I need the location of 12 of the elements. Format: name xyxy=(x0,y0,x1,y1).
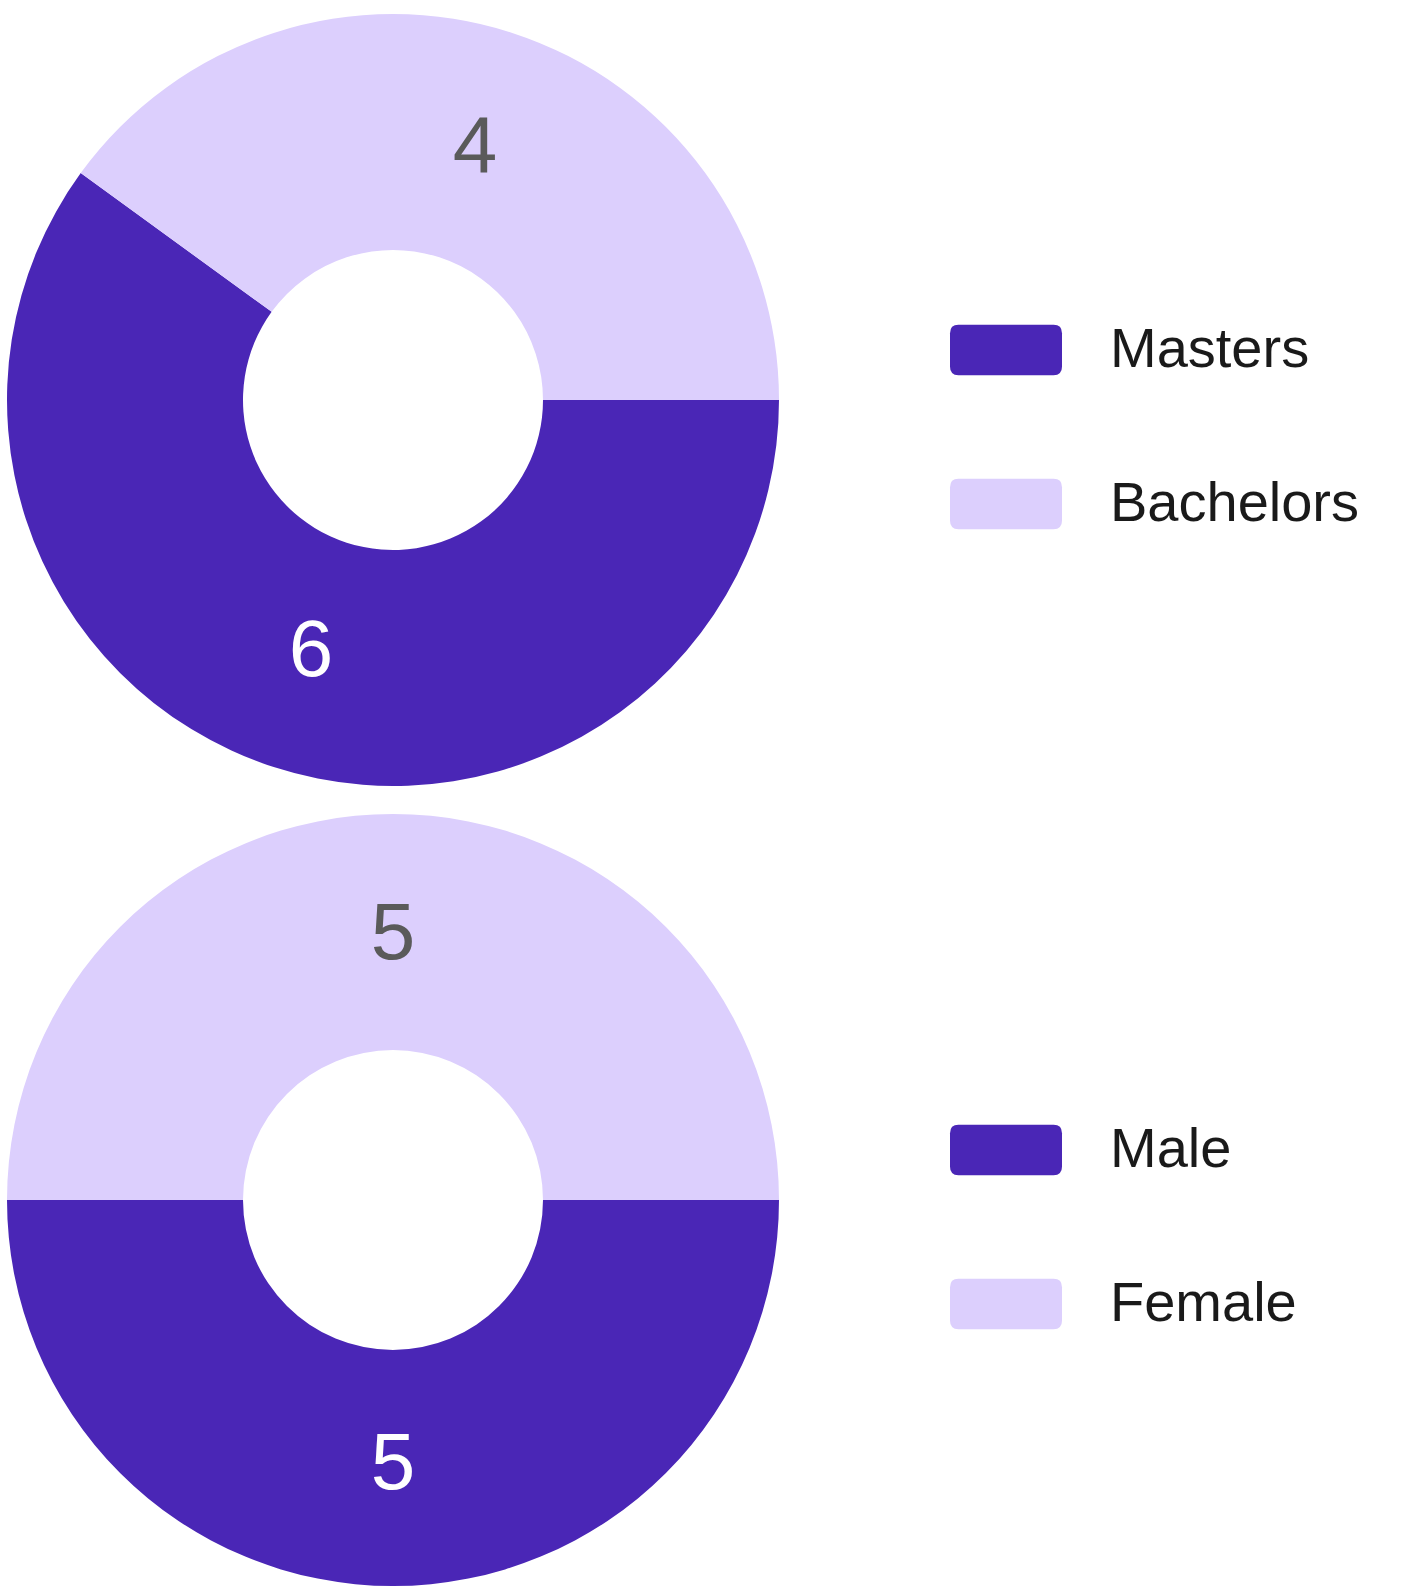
data-label: 5 xyxy=(370,887,416,976)
legend-label: Male xyxy=(1110,1116,1232,1179)
data-label: 5 xyxy=(370,1417,416,1506)
donut-slice xyxy=(80,14,779,400)
legend-label: Female xyxy=(1110,1270,1297,1333)
legend-label: Bachelors xyxy=(1110,470,1360,533)
data-label: 4 xyxy=(452,99,498,189)
donut-slice xyxy=(7,1200,779,1586)
donut-slice xyxy=(7,814,779,1200)
data-label: 6 xyxy=(288,604,334,694)
donut-slice xyxy=(7,173,779,786)
legend-label: Masters xyxy=(1110,316,1310,379)
